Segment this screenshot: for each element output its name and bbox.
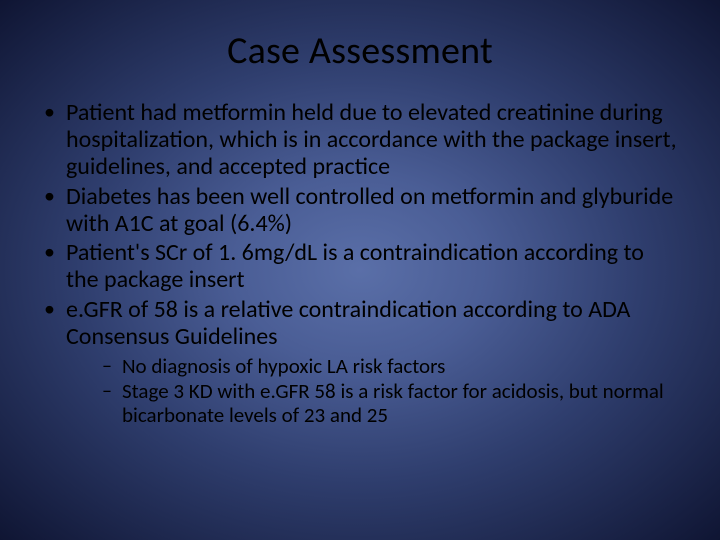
bullet-list: Patient had metformin held due to elevat…	[40, 100, 680, 427]
list-item: Stage 3 KD with e.GFR 58 is a risk facto…	[100, 380, 680, 427]
sub-bullet-list: No diagnosis of hypoxic LA risk factors …	[100, 355, 680, 428]
list-item: Patient had metformin held due to elevat…	[40, 100, 680, 181]
sub-bullet-text: Stage 3 KD with e.GFR 58 is a risk facto…	[122, 378, 664, 428]
bullet-text: Diabetes has been well controlled on met…	[66, 182, 673, 238]
bullet-text: e.GFR of 58 is a relative contraindicati…	[66, 295, 630, 351]
list-item: No diagnosis of hypoxic LA risk factors	[100, 355, 680, 379]
bullet-text: Patient's SCr of 1. 6mg/dL is a contrain…	[66, 238, 644, 294]
slide-title: Case Assessment	[40, 28, 680, 74]
list-item: Diabetes has been well controlled on met…	[40, 184, 680, 238]
sub-bullet-text: No diagnosis of hypoxic LA risk factors	[122, 353, 445, 379]
bullet-text: Patient had metformin held due to elevat…	[66, 98, 677, 181]
slide: Case Assessment Patient had metformin he…	[0, 0, 720, 540]
list-item: e.GFR of 58 is a relative contraindicati…	[40, 297, 680, 427]
list-item: Patient's SCr of 1. 6mg/dL is a contrain…	[40, 240, 680, 294]
